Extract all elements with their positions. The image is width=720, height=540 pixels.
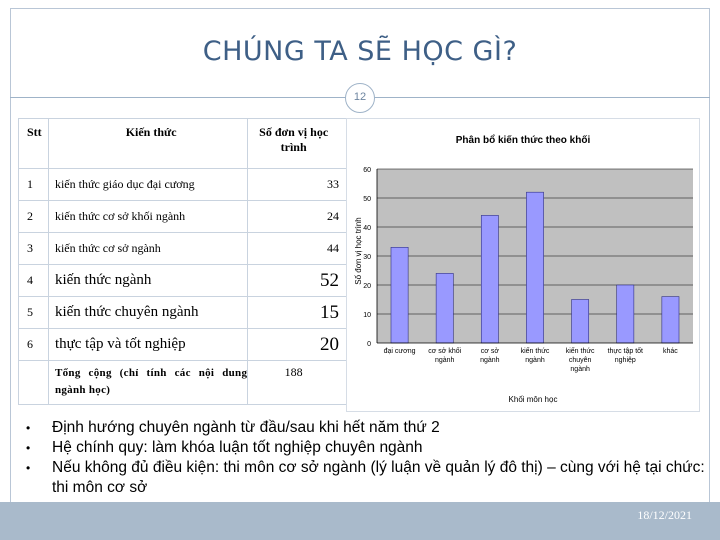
row-stt: 4: [18, 264, 49, 297]
x-tick-label: ngành: [525, 357, 545, 364]
bullet-dot: •: [26, 441, 31, 455]
table-row: 5 kiến thức chuyên ngành 15: [18, 296, 348, 329]
row-name: kiến thức chuyên ngành: [47, 296, 249, 329]
bar: [526, 191, 544, 344]
curriculum-table: Stt Kiến thức Số đơn vị học trình 1 kiến…: [18, 118, 348, 405]
x-tick-label: nghiệp: [615, 357, 636, 364]
x-tick-label: kiến thức: [566, 346, 595, 355]
header-units: Số đơn vị học trình: [247, 118, 348, 169]
bullet-text: Nếu không đủ điều kiện: thi môn cơ sở ng…: [52, 459, 705, 496]
row-name: kiến thức cơ sở ngành: [47, 232, 249, 265]
total-stt: [18, 360, 49, 405]
bar-chart: Phân bổ kiến thức theo khối Số đơn vị họ…: [346, 118, 700, 412]
y-tick-label: 40: [363, 225, 371, 232]
table-total-row: Tổng cộng (chỉ tính các nội dung ngành h…: [18, 360, 348, 405]
row-name: thực tập và tốt nghiệp: [47, 328, 249, 361]
chart-xlabel: Khối môn học: [509, 395, 558, 404]
bullet-dot: •: [26, 421, 31, 435]
bar: [480, 215, 499, 344]
bullet-text: Định hướng chuyên ngành từ đầu/sau khi h…: [52, 419, 440, 436]
bar: [390, 247, 409, 344]
slide-title: CHÚNG TA SẼ HỌC GÌ?: [202, 36, 518, 67]
total-units: 188: [247, 360, 348, 405]
bar: [661, 296, 680, 344]
bullet-item: • Định hướng chuyên ngành từ đầu/sau khi …: [26, 418, 706, 438]
chart-ylabel: Số đơn vị học trình: [354, 217, 363, 285]
table-row: 4 kiến thức ngành 52: [18, 264, 348, 297]
x-tick-label: thực tập tốt: [608, 346, 643, 355]
x-tick-label: ngành: [480, 357, 500, 364]
row-name: kiến thức cơ sở khối ngành: [47, 200, 249, 233]
bullet-list: • Định hướng chuyên ngành từ đầu/sau khi …: [26, 418, 706, 498]
bullet-item: • Nếu không đủ điều kiện: thi môn cơ sở n…: [26, 458, 706, 498]
row-name: kiến thức giáo dục đại cương: [47, 168, 249, 201]
bar-chart-svg: Phân bổ kiến thức theo khối Số đơn vị họ…: [354, 134, 693, 404]
y-tick-label: 30: [363, 254, 371, 261]
row-stt: 5: [18, 296, 49, 329]
y-tick-label: 10: [363, 312, 371, 319]
row-stt: 3: [18, 232, 49, 265]
x-tick-label: kiến thức: [521, 346, 550, 355]
row-units: 24: [247, 200, 348, 233]
row-units: 52: [247, 264, 348, 297]
row-name: kiến thức ngành: [47, 264, 249, 297]
y-tick-label: 20: [363, 283, 371, 290]
row-stt: 6: [18, 328, 49, 361]
x-tick-label: đại cương: [384, 348, 416, 355]
bar: [571, 299, 590, 344]
header-stt: Stt: [18, 118, 49, 169]
y-tick-label: 0: [367, 341, 371, 348]
row-units: 15: [247, 296, 348, 329]
table-row: 6 thực tập và tốt nghiệp 20: [18, 328, 348, 361]
row-units: 33: [247, 168, 348, 201]
y-tick-label: 50: [363, 196, 371, 203]
bullet-item: • Hệ chính quy: làm khóa luận tốt nghiệp …: [26, 438, 706, 458]
header-knowledge: Kiến thức: [47, 118, 249, 169]
table-row: 1 kiến thức giáo dục đại cương 33: [18, 168, 348, 201]
x-tick-label: khác: [663, 348, 678, 355]
row-stt: 1: [18, 168, 49, 201]
y-tick-label: 60: [363, 167, 371, 174]
x-tick-label: ngành: [435, 357, 455, 364]
slide-number-badge: 12: [345, 83, 375, 113]
x-tick-label: cơ sở khối: [428, 346, 461, 355]
row-stt: 2: [18, 200, 49, 233]
slide-date: 18/12/2021: [637, 508, 692, 522]
bullet-text: Hệ chính quy: làm khóa luận tốt nghiệp c…: [52, 439, 423, 456]
x-tick-label: cơ sở: [481, 347, 500, 355]
bar: [616, 284, 635, 344]
table-header-row: Stt Kiến thức Số đơn vị học trình: [18, 118, 348, 169]
x-tick-label: chuyên: [569, 357, 592, 364]
chart-title: Phân bổ kiến thức theo khối: [456, 134, 591, 146]
bar: [435, 273, 454, 344]
row-units: 20: [247, 328, 348, 361]
total-label: Tổng cộng (chỉ tính các nội dung ngành h…: [47, 360, 249, 405]
table-row: 2 kiến thức cơ sở khối ngành 24: [18, 200, 348, 233]
x-tick-label: ngành: [570, 366, 590, 373]
table-row: 3 kiến thức cơ sở ngành 44: [18, 232, 348, 265]
bullet-dot: •: [26, 461, 31, 475]
footer-bar: [0, 502, 720, 540]
row-units: 44: [247, 232, 348, 265]
